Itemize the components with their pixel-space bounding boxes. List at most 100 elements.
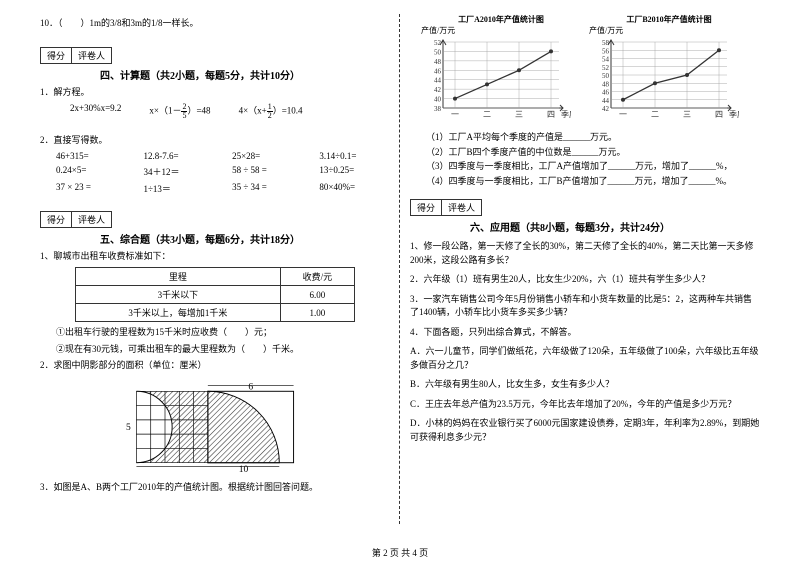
- q6-4c: C．王庄去年总产值为23.5万元，今年比去年增加了20%，今年的产值是多少万元？: [410, 398, 760, 412]
- calc-cell: 25×28=: [232, 151, 299, 161]
- score-row-5: 得分评卷人: [40, 211, 389, 228]
- score-box: 得分评卷人: [40, 47, 112, 64]
- svg-text:一: 一: [451, 110, 459, 119]
- charts-row: 工厂A2010年产值统计图 产值/万元 3840424446485052一二三四…: [410, 14, 760, 129]
- chart-b-ylabel: 产值/万元: [589, 25, 749, 36]
- q6-2: 2．六年级（1）班有男生20人，比女生少20%，六（1）班共有学生多少人？: [410, 273, 760, 287]
- q6-4: 4．下面各题，只列出综合算式，不解答。: [410, 326, 760, 340]
- svg-text:40: 40: [434, 96, 442, 104]
- page-footer: 第 2 页 共 4 页: [0, 546, 800, 559]
- q5-3: 3．如图是A、B两个工厂2010年的产值统计图。根据统计图回答问题。: [40, 481, 389, 495]
- marker-label: 评卷人: [442, 200, 481, 215]
- svg-text:38: 38: [434, 105, 442, 113]
- section-5-title: 五、综合题（共3小题，每题6分，共计18分）: [100, 231, 389, 246]
- svg-text:46: 46: [602, 89, 610, 97]
- chart-a: 工厂A2010年产值统计图 产值/万元 3840 4244 4648 5052 一 二 三 四…: [421, 14, 581, 129]
- svg-text:42: 42: [434, 86, 442, 94]
- q5-1a: ①出租车行驶的里程数为15千米时应收费（ ）元；: [56, 326, 389, 340]
- calc-cell: 12.8-7.6=: [143, 151, 212, 161]
- th-mileage: 里程: [75, 268, 281, 286]
- calc-grid: 46+315= 12.8-7.6= 25×28= 3.14÷0.1= 0.24×5= 34…: [56, 151, 389, 195]
- svg-text:季度: 季度: [729, 109, 739, 119]
- q4-2: 2．直接写得数。: [40, 134, 389, 148]
- q6-4d: D．小林的妈妈在农业银行买了6000元国家建设债券，定期3年，年利率为2.89%…: [410, 417, 760, 444]
- chart-b-title: 工厂B2010年产值统计图: [589, 14, 749, 25]
- calc-cell: 13÷0.25=: [319, 165, 389, 178]
- left-column: 10．（ ）1m的3/8和3m的1/8一样长。 得分评卷人 四、计算题（共2小题…: [40, 14, 400, 524]
- svg-text:58: 58: [602, 39, 610, 47]
- question-10: 10．（ ）1m的3/8和3m的1/8一样长。: [40, 17, 389, 31]
- score-label: 得分: [41, 48, 72, 63]
- svg-text:四: 四: [547, 110, 555, 119]
- score-label: 得分: [41, 212, 72, 227]
- fare-table: 里程收费/元 3千米以下6.00 3千米以上，每增加1千米1.00: [75, 267, 355, 322]
- td: 3千米以下: [75, 286, 281, 304]
- svg-text:44: 44: [602, 97, 610, 105]
- calc-cell: 58 ÷ 58 =: [232, 165, 299, 178]
- q6-3: 3．一家汽车销售公司今年5月份销售小轿车和小货车数量的比是5：2，这两种车共销售…: [410, 293, 760, 320]
- marker-label: 评卷人: [72, 212, 111, 227]
- chart-b: 工厂B2010年产值统计图 产值/万元 424446485052545658 一 二…: [589, 14, 749, 129]
- svg-text:6: 6: [248, 382, 253, 392]
- svg-text:46: 46: [434, 67, 442, 75]
- section-6-title: 六、应用题（共8小题，每题3分，共计24分）: [470, 219, 760, 234]
- chart-q3: （3）四季度与一季度相比，工厂A产值增加了______万元，增加了______%…: [426, 160, 760, 173]
- svg-text:52: 52: [602, 64, 610, 72]
- svg-text:三: 三: [683, 110, 691, 119]
- svg-text:48: 48: [434, 58, 442, 66]
- th-fee: 收费/元: [281, 268, 354, 286]
- marker-label: 评卷人: [72, 48, 111, 63]
- calc-cell: 3.14÷0.1=: [319, 151, 389, 161]
- svg-text:5: 5: [125, 422, 130, 432]
- svg-text:三: 三: [515, 110, 523, 119]
- shaded-figure: 6510: [115, 377, 315, 477]
- svg-text:54: 54: [602, 56, 610, 64]
- svg-text:56: 56: [602, 47, 610, 55]
- td: 1.00: [281, 304, 354, 322]
- q4-1: 1．解方程。: [40, 86, 389, 100]
- svg-text:52: 52: [434, 39, 442, 47]
- calc-cell: 46+315=: [56, 151, 123, 161]
- svg-text:四: 四: [715, 110, 723, 119]
- right-column: 工厂A2010年产值统计图 产值/万元 3840424446485052一二三四…: [400, 14, 760, 524]
- eq2: x×（1－25）=48: [149, 103, 210, 120]
- chart-q4: （4）四季度与一季度相比，工厂B产值增加了______万元，增加了______%…: [426, 175, 760, 188]
- svg-text:二: 二: [651, 110, 659, 119]
- td: 3千米以上，每增加1千米: [75, 304, 281, 322]
- score-label: 得分: [411, 200, 442, 215]
- calc-cell: 1÷13＝: [143, 182, 212, 195]
- calc-cell: 37 × 23 =: [56, 182, 123, 195]
- chart-a-title: 工厂A2010年产值统计图: [421, 14, 581, 25]
- chart-a-svg: 3840 4244 4648 5052 一 二 三 四季度: [421, 36, 571, 126]
- svg-text:季度: 季度: [561, 109, 571, 119]
- svg-text:二: 二: [483, 110, 491, 119]
- q5-1: 1、聊城市出租车收费标准如下：: [40, 250, 389, 264]
- td: 6.00: [281, 286, 354, 304]
- eq3: 4×（x+12）=10.4: [239, 103, 303, 120]
- section-6-questions: 1、修一段公路，第一天修了全长的30%，第二天修了全长的40%，第二天比第一天多…: [410, 240, 760, 444]
- chart-b-svg: 424446485052545658 一 二 三 四季度: [589, 36, 739, 126]
- calc-cell: 34＋12＝: [143, 165, 212, 178]
- chart-q1: （1）工厂A平均每个季度的产值是______万元。: [426, 131, 760, 144]
- score-box: 得分评卷人: [40, 211, 112, 228]
- svg-text:50: 50: [434, 48, 442, 56]
- q6-1: 1、修一段公路，第一天修了全长的30%，第二天修了全长的40%，第二天比第一天多…: [410, 240, 760, 267]
- calc-cell: 35 ÷ 34 =: [232, 182, 299, 195]
- eq1: 2x+30%x=9.2: [70, 103, 121, 120]
- score-box: 得分评卷人: [410, 199, 482, 216]
- chart-a-ylabel: 产值/万元: [421, 25, 581, 36]
- q5-1b: ②现在有30元钱，可乘出租车的最大里程数为（ ）千米。: [56, 343, 389, 357]
- score-row-6: 得分评卷人: [410, 199, 760, 216]
- svg-text:50: 50: [602, 72, 610, 80]
- section-4-title: 四、计算题（共2小题，每题5分，共计10分）: [100, 67, 389, 82]
- chart-q2: （2）工厂B四个季度产值的中位数是______万元。: [426, 146, 760, 159]
- calc-cell: 0.24×5=: [56, 165, 123, 178]
- equations: 2x+30%x=9.2 x×（1－25）=48 4×（x+12）=10.4: [70, 103, 389, 120]
- score-row-4: 得分评卷人: [40, 47, 389, 64]
- svg-text:44: 44: [434, 77, 442, 85]
- svg-text:48: 48: [602, 80, 610, 88]
- svg-text:42: 42: [602, 105, 610, 113]
- calc-cell: 80×40%=: [319, 182, 389, 195]
- q6-4b: B．六年级有男生80人，比女生多，女生有多少人？: [410, 378, 760, 392]
- svg-text:一: 一: [619, 110, 627, 119]
